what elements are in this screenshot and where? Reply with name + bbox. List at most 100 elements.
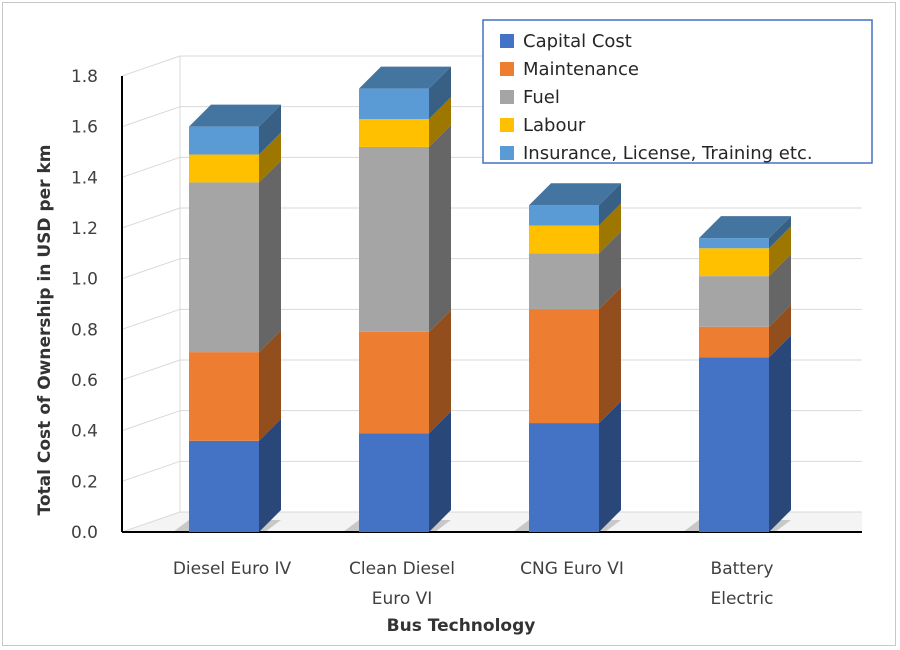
bar-front	[529, 423, 599, 532]
bar-top	[699, 216, 791, 239]
bar-stack	[343, 66, 451, 532]
bar-front	[699, 248, 769, 277]
y-tick-labels: 0.0 0.2 0.4 0.6 0.8 1.0 1.2 1.4 1.6 1.8	[71, 67, 98, 543]
bar-stack	[173, 104, 281, 532]
bar-front	[359, 119, 429, 147]
bar-segment	[359, 309, 451, 434]
bar-stack	[513, 183, 621, 532]
bar-front	[529, 253, 599, 310]
bar-front	[189, 154, 259, 183]
gridline-slant	[121, 511, 181, 533]
bar-side	[769, 226, 791, 277]
legend-swatch	[500, 118, 514, 132]
bar-front	[699, 357, 769, 532]
bar-segment	[529, 231, 621, 310]
legend-label: Insurance, License, Training etc.	[523, 143, 813, 164]
bar-side	[259, 160, 281, 353]
gridline-slant	[121, 308, 181, 330]
bar-segment	[699, 304, 791, 358]
bar-segment	[189, 132, 281, 183]
y-tick-label: 1.8	[71, 67, 98, 87]
x-tick-label: Euro VI	[372, 589, 433, 609]
bar-side	[259, 132, 281, 183]
bar-front	[699, 238, 769, 249]
bar-segment	[359, 97, 451, 147]
bar-side	[429, 411, 451, 532]
bar-side	[259, 104, 281, 155]
floor	[122, 512, 862, 532]
gridline-slant	[121, 207, 181, 229]
bar-front	[359, 433, 429, 532]
bar-segment	[189, 418, 281, 532]
y-tick-label: 0.6	[71, 371, 98, 391]
bar-front	[529, 225, 599, 254]
bar-side	[599, 203, 621, 254]
y-tick-label: 1.6	[71, 118, 98, 138]
y-tick-label: 0.0	[71, 523, 98, 543]
x-tick-labels: Diesel Euro IV Clean Diesel Euro VI CNG Eur…	[173, 559, 774, 609]
bar-front	[359, 146, 429, 332]
bar-segment	[189, 160, 281, 353]
bar-side	[599, 287, 621, 424]
y-axis-label: Total Cost of Ownership in USD per km	[35, 145, 55, 516]
bar-side	[769, 216, 791, 249]
x-tick-label: Clean Diesel	[349, 559, 455, 579]
bar-side	[599, 183, 621, 226]
y-tick-label: 0.4	[71, 422, 98, 442]
bar-top	[189, 104, 281, 127]
bar-top	[359, 66, 451, 89]
bar-front	[529, 205, 599, 226]
bar-front	[529, 309, 599, 424]
bar-stack	[683, 216, 791, 532]
bar-side	[599, 401, 621, 532]
bar-front	[359, 331, 429, 434]
gridline-slant	[121, 460, 181, 482]
y-tick-label: 1.2	[71, 219, 98, 239]
bar-side	[769, 254, 791, 327]
bar-side	[599, 231, 621, 310]
legend-swatch	[500, 146, 514, 160]
bar-segment	[699, 226, 791, 277]
bars	[173, 66, 791, 532]
bar-front	[189, 352, 259, 441]
legend-box	[482, 19, 873, 164]
bar-front	[189, 182, 259, 353]
legend-swatch	[500, 34, 514, 48]
bar-segment	[529, 183, 621, 226]
gridline-slant	[121, 55, 181, 77]
gridline-slant	[121, 258, 181, 280]
bar-segment	[529, 287, 621, 424]
bar-side	[429, 309, 451, 434]
bar-segment	[699, 216, 791, 249]
bar-side	[259, 330, 281, 441]
bar-side	[429, 124, 451, 332]
legend-label: Capital Cost	[523, 31, 632, 52]
bar-front	[359, 88, 429, 120]
bar-segment	[699, 335, 791, 532]
bar-side	[429, 66, 451, 120]
bar-segment	[359, 124, 451, 332]
x-tick-label: Diesel Euro IV	[173, 559, 292, 579]
legend-swatch	[500, 62, 514, 76]
bar-segment	[529, 401, 621, 532]
gridline-slant	[121, 359, 181, 381]
bar-front	[699, 276, 769, 327]
legend-label: Fuel	[523, 87, 560, 108]
legend-label: Maintenance	[523, 59, 639, 80]
bar-segment	[189, 104, 281, 155]
y-tick-label: 1.0	[71, 270, 98, 290]
chart-walls	[122, 512, 862, 532]
y-tick-label: 1.4	[71, 168, 98, 188]
bar-segment	[699, 254, 791, 327]
bar-segment	[359, 411, 451, 532]
bar-side	[429, 97, 451, 147]
bar-front	[189, 440, 259, 532]
bar-segment	[359, 66, 451, 120]
legend: Capital Cost Maintenance Fuel Labour Insuran…	[482, 19, 873, 164]
bar-side	[259, 418, 281, 532]
bar-top	[529, 183, 621, 206]
x-tick-label: Electric	[711, 589, 774, 609]
y-tick-label: 0.8	[71, 320, 98, 340]
bar-side	[769, 335, 791, 532]
